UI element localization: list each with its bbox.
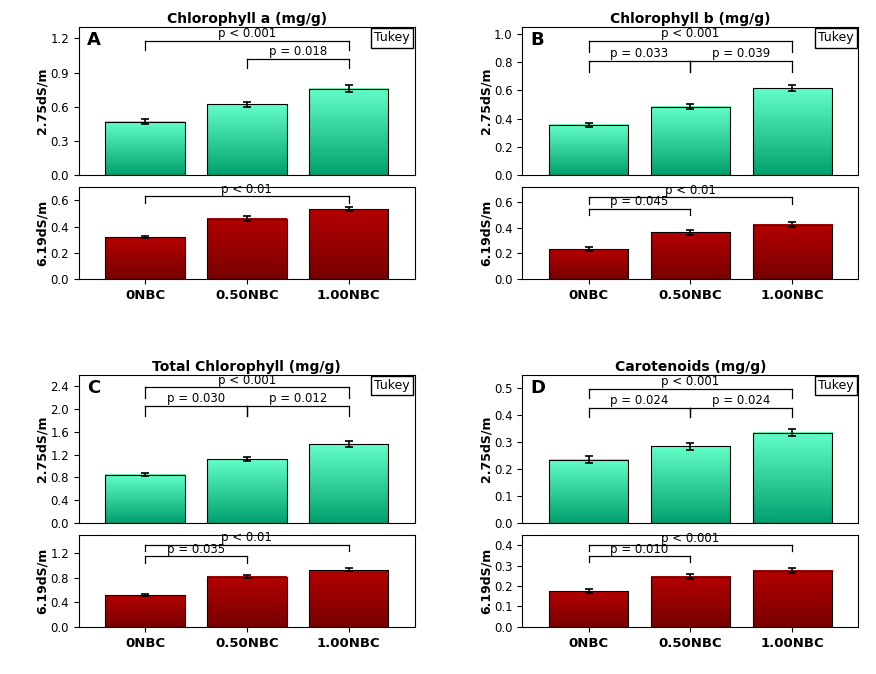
Title: Chlorophyll a (mg/g): Chlorophyll a (mg/g)	[166, 11, 327, 26]
Text: p = 0.033: p = 0.033	[611, 47, 668, 60]
Y-axis label: 6.19dS/m: 6.19dS/m	[36, 200, 49, 266]
Text: p = 0.045: p = 0.045	[611, 195, 668, 208]
Y-axis label: 2.75dS/m: 2.75dS/m	[480, 416, 492, 482]
Bar	[309, 210, 388, 279]
Text: p = 0.039: p = 0.039	[712, 47, 771, 60]
Text: p = 0.018: p = 0.018	[269, 45, 327, 58]
Bar	[549, 249, 628, 279]
Bar	[549, 591, 628, 627]
Bar	[207, 218, 286, 279]
Text: C: C	[88, 379, 101, 397]
Bar	[651, 577, 731, 627]
Bar	[752, 571, 832, 627]
Bar	[651, 446, 731, 523]
Title: Chlorophyll b (mg/g): Chlorophyll b (mg/g)	[611, 11, 771, 26]
Title: Carotenoids (mg/g): Carotenoids (mg/g)	[615, 360, 766, 373]
Bar	[207, 459, 286, 523]
Text: p < 0.001: p < 0.001	[218, 373, 276, 387]
Bar	[651, 106, 731, 175]
Text: p < 0.001: p < 0.001	[661, 532, 719, 545]
Text: Tukey: Tukey	[374, 379, 410, 392]
Y-axis label: 2.75dS/m: 2.75dS/m	[480, 68, 492, 134]
Text: p = 0.030: p = 0.030	[167, 392, 225, 405]
Bar	[752, 433, 832, 523]
Text: p < 0.001: p < 0.001	[661, 28, 719, 40]
Bar	[651, 233, 731, 279]
Text: Tukey: Tukey	[818, 379, 853, 392]
Bar	[207, 576, 286, 627]
Bar	[752, 224, 832, 279]
Title: Total Chlorophyll (mg/g): Total Chlorophyll (mg/g)	[152, 360, 342, 373]
Bar	[549, 125, 628, 175]
Text: p < 0.001: p < 0.001	[218, 27, 276, 40]
Bar	[752, 88, 832, 175]
Text: Tukey: Tukey	[374, 32, 410, 44]
Text: p < 0.01: p < 0.01	[665, 184, 716, 197]
Y-axis label: 6.19dS/m: 6.19dS/m	[36, 548, 49, 614]
Text: p < 0.01: p < 0.01	[222, 531, 272, 545]
Text: p = 0.024: p = 0.024	[712, 394, 771, 407]
Text: p = 0.010: p = 0.010	[611, 543, 668, 556]
Text: A: A	[88, 32, 101, 49]
Y-axis label: 2.75dS/m: 2.75dS/m	[36, 416, 49, 482]
Bar	[105, 121, 185, 175]
Bar	[309, 88, 388, 175]
Y-axis label: 2.75dS/m: 2.75dS/m	[36, 68, 49, 134]
Text: D: D	[531, 379, 546, 397]
Y-axis label: 6.19dS/m: 6.19dS/m	[480, 200, 492, 266]
Text: p = 0.035: p = 0.035	[167, 543, 225, 556]
Bar	[105, 474, 185, 523]
Text: p = 0.012: p = 0.012	[269, 392, 327, 405]
Text: Tukey: Tukey	[818, 32, 853, 44]
Text: B: B	[531, 32, 545, 49]
Bar	[105, 595, 185, 627]
Text: p = 0.024: p = 0.024	[611, 394, 668, 407]
Bar	[309, 570, 388, 627]
Bar	[309, 444, 388, 523]
Y-axis label: 6.19dS/m: 6.19dS/m	[480, 548, 492, 614]
Bar	[105, 237, 185, 279]
Text: p < 0.001: p < 0.001	[661, 375, 719, 388]
Bar	[549, 460, 628, 523]
Bar	[207, 104, 286, 175]
Text: p < 0.01: p < 0.01	[222, 183, 272, 196]
